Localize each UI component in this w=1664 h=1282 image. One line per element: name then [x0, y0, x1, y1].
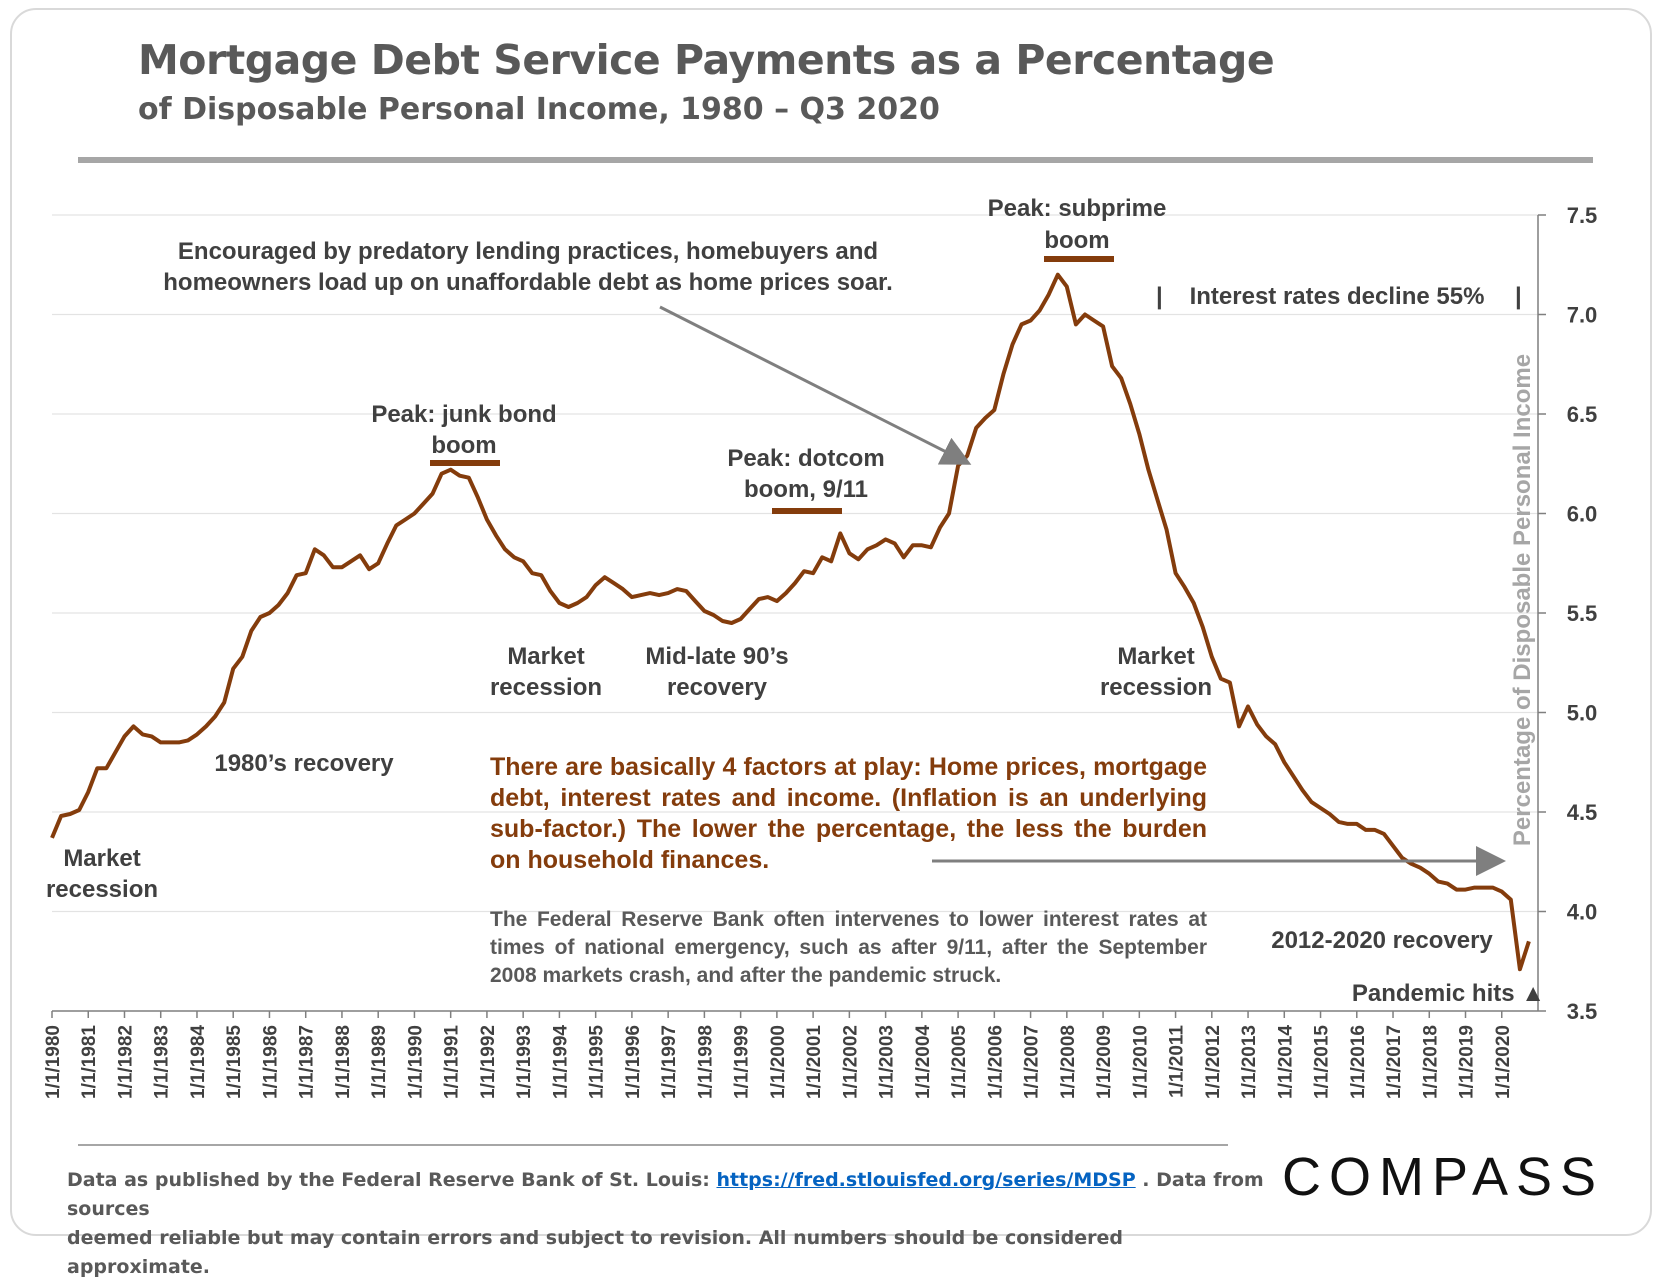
annotation-pandemic: Pandemic hits ▲ — [1352, 980, 1545, 1007]
x-tick-label: 1/1/2002 — [840, 1025, 861, 1099]
x-tick-label: 1/1/1993 — [514, 1025, 535, 1099]
x-tick-label: 1/1/2019 — [1457, 1025, 1478, 1099]
footer-divider — [78, 1144, 1228, 1146]
annotation-junk-line2: boom — [431, 432, 496, 459]
annotation-recession-1980-line1: Market — [63, 845, 140, 872]
title-divider — [78, 157, 1593, 163]
annotation-recession-2008-line2: recession — [1100, 674, 1212, 701]
x-tick-label: 1/1/1988 — [333, 1025, 354, 1099]
annotation-recession-1980-line2: recession — [46, 876, 158, 903]
x-tick-label: 1/1/1991 — [442, 1025, 463, 1099]
y-tick-label: 5.0 — [1567, 701, 1598, 726]
annotation-predatory-line2: homeowners load up on unaffordable debt … — [163, 269, 892, 296]
x-tick-label: 1/1/1981 — [79, 1025, 100, 1099]
annotation-dotcom-line1: Peak: dotcom — [727, 445, 884, 472]
x-tick-label: 1/1/2000 — [768, 1025, 789, 1099]
source-line2: deemed reliable but may contain errors a… — [67, 1227, 1123, 1278]
source-link[interactable]: https://fred.stlouisfed.org/series/MDSP — [716, 1169, 1136, 1191]
chart-subtitle: of Disposable Personal Income, 1980 – Q3… — [138, 92, 940, 127]
annotation-recovery-90s-line1: Mid-late 90’s — [645, 643, 788, 670]
x-tick-label: 1/1/1997 — [659, 1025, 680, 1099]
x-tick-label: 1/1/2010 — [1130, 1025, 1151, 1099]
slide-frame — [10, 8, 1652, 1236]
y-axis-label: Percentage of Disposable Personal Income — [1509, 354, 1536, 846]
x-tick-label: 1/1/1983 — [152, 1025, 173, 1099]
annotation-rates-decline: Interest rates decline 55% — [1190, 283, 1485, 310]
annotation-recovery-80s: 1980’s recovery — [214, 750, 394, 777]
x-tick-label: 1/1/1996 — [623, 1025, 644, 1099]
y-tick-label: 5.5 — [1567, 601, 1598, 626]
x-tick-label: 1/1/2009 — [1094, 1025, 1115, 1099]
x-tick-label: 1/1/1990 — [405, 1025, 426, 1099]
fed-note: The Federal Reserve Bank often intervene… — [490, 908, 1207, 987]
x-tick-label: 1/1/2013 — [1239, 1025, 1260, 1099]
x-tick-label: 1/1/2006 — [985, 1025, 1006, 1099]
annotation-recession-90s-line2: recession — [490, 674, 602, 701]
source-prefix: Data as published by the Federal Reserve… — [67, 1169, 710, 1191]
annotation-recovery-2012: 2012-2020 recovery — [1271, 927, 1493, 954]
annotation-rates-decline-bar-left: | — [1156, 283, 1163, 310]
annotation-recession-2008-line1: Market — [1117, 643, 1194, 670]
x-tick-label: 1/1/2003 — [877, 1025, 898, 1099]
y-tick-label: 4.5 — [1567, 800, 1598, 825]
x-tick-label: 1/1/1984 — [188, 1025, 209, 1099]
annotation-predatory-line1: Encouraged by predatory lending practice… — [178, 238, 878, 265]
x-tick-label: 1/1/2020 — [1493, 1025, 1514, 1099]
y-tick-label: 7.0 — [1567, 303, 1598, 328]
gridlines — [52, 214, 1538, 913]
compass-logo: COMPASS — [1282, 1147, 1605, 1207]
y-tick-label: 4.0 — [1567, 900, 1598, 925]
x-tick-label: 1/1/2016 — [1348, 1025, 1369, 1099]
x-tick-label: 1/1/1985 — [224, 1025, 245, 1099]
x-tick-label: 1/1/2004 — [913, 1025, 934, 1099]
factors-note: There are basically 4 factors at play: H… — [490, 753, 1207, 874]
chart-title: Mortgage Debt Service Payments as a Perc… — [138, 36, 1275, 84]
annotation-junk-line1: Peak: junk bond — [371, 401, 556, 428]
x-tick-label: 1/1/1995 — [587, 1025, 608, 1099]
x-tick-label: 1/1/1989 — [369, 1025, 390, 1099]
source-note: Data as published by the Federal Reserve… — [67, 1166, 1267, 1282]
junk-peak-bar — [430, 460, 500, 466]
x-tick-label: 1/1/1980 — [43, 1025, 64, 1099]
predatory-arrow — [659, 305, 972, 465]
x-tick-label: 1/1/2007 — [1022, 1025, 1043, 1099]
x-tick-label: 1/1/1994 — [550, 1025, 571, 1099]
series-line — [50, 272, 1531, 972]
x-tick-label: 1/1/2001 — [804, 1025, 825, 1099]
x-axis: 1/1/1980 1/1/1981 1/1/1982 1/1/1983 1/1/1984… — [43, 1010, 1538, 1099]
source-suffix: . Data from sources — [67, 1169, 1264, 1220]
y-tick-label: 6.0 — [1567, 502, 1598, 527]
y-tick-label: 6.5 — [1567, 402, 1598, 427]
x-tick-label: 1/1/1987 — [297, 1025, 318, 1099]
x-tick-label: 1/1/2018 — [1420, 1025, 1441, 1099]
annotation-rates-decline-bar-right: | — [1515, 283, 1522, 310]
y-axis: 3.5 4.0 4.5 5.0 5.5 6.0 6.5 7.0 7.5 Percentage of… — [1509, 203, 1597, 1024]
x-tick-label: 1/1/1998 — [695, 1025, 716, 1099]
x-tick-label: 1/1/2017 — [1384, 1025, 1405, 1099]
line-chart: 1/1/1980 1/1/1981 1/1/1982 1/1/1983 1/1/1984… — [43, 195, 1597, 1099]
annotation-subprime-line1: Peak: subprime — [988, 195, 1167, 222]
x-tick-label: 1/1/1992 — [478, 1025, 499, 1099]
x-tick-label: 1/1/2008 — [1058, 1025, 1079, 1099]
x-tick-label: 1/1/2011 — [1167, 1025, 1188, 1098]
y-tick-label: 7.5 — [1567, 203, 1598, 228]
x-tick-label: 1/1/1986 — [260, 1025, 281, 1099]
annotation-recovery-90s-line2: recovery — [667, 674, 768, 701]
x-tick-label: 1/1/2014 — [1275, 1025, 1296, 1099]
x-tick-label: 1/1/2015 — [1312, 1025, 1333, 1099]
y-tick-label: 3.5 — [1567, 999, 1598, 1024]
annotation-recession-90s-line1: Market — [507, 643, 584, 670]
x-tick-label: 1/1/2012 — [1203, 1025, 1224, 1099]
x-tick-label: 1/1/2005 — [949, 1025, 970, 1099]
x-tick-label: 1/1/1982 — [115, 1025, 136, 1099]
x-tick-label: 1/1/1999 — [732, 1025, 753, 1099]
annotation-dotcom-line2: boom, 9/11 — [744, 476, 868, 503]
dotcom-peak-bar — [772, 508, 842, 514]
subprime-peak-bar — [1044, 256, 1114, 262]
annotation-subprime-line2: boom — [1044, 227, 1109, 254]
